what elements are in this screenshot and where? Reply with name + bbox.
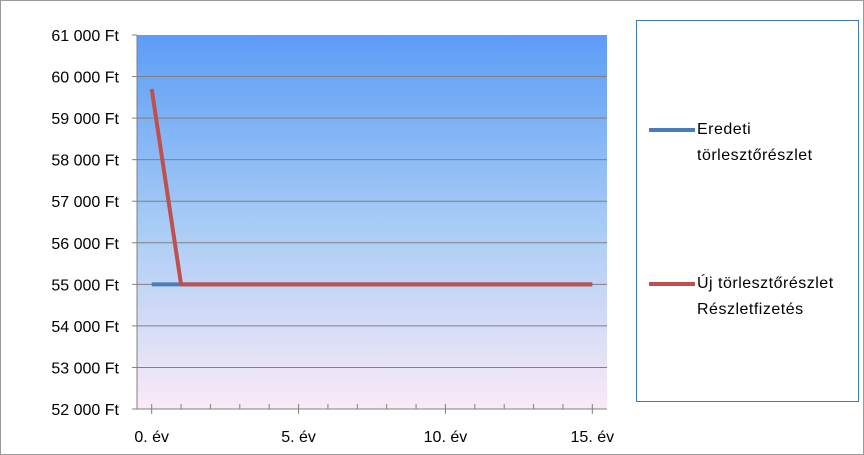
y-tick-label: 53 000 Ft xyxy=(51,360,119,377)
axes xyxy=(132,34,607,414)
y-tick-label: 59 000 Ft xyxy=(51,111,119,128)
y-tick-label: 58 000 Ft xyxy=(51,153,119,170)
x-tick-label: 5. év xyxy=(281,429,316,446)
y-tick-label: 60 000 Ft xyxy=(51,70,119,87)
x-tick-label: 15. év xyxy=(571,429,615,446)
legend-entry-eredeti: Eredeti törlesztőrészlet xyxy=(649,117,857,169)
y-tick-label: 61 000 Ft xyxy=(51,28,119,45)
y-tick-label: 55 000 Ft xyxy=(51,277,119,294)
legend-label-eredeti: Eredeti törlesztőrészlet xyxy=(697,121,813,164)
y-tick-label: 54 000 Ft xyxy=(51,319,119,336)
y-tick-label: 52 000 Ft xyxy=(51,402,119,419)
y-tick-label: 56 000 Ft xyxy=(51,236,119,253)
legend-entry-uj: Új törlesztőrészlet Részletfizetés xyxy=(649,271,857,323)
plot-area xyxy=(137,35,607,409)
y-axis-tick-labels: 52 000 Ft 53 000 Ft 54 000 Ft 55 000 Ft 56 0… xyxy=(51,28,119,419)
y-tick-label: 57 000 Ft xyxy=(51,194,119,211)
legend: Eredeti törlesztőrészlet Új törlesztőrés… xyxy=(636,20,859,402)
x-axis-tick-labels: 0. év 5. év 10. év 15. év xyxy=(134,429,614,446)
legend-swatch-uj xyxy=(649,282,695,286)
x-tick-label: 0. év xyxy=(134,429,169,446)
legend-swatch-eredeti xyxy=(649,128,695,132)
legend-label-uj: Új törlesztőrészlet Részletfizetés xyxy=(697,275,834,318)
x-tick-label: 10. év xyxy=(424,429,468,446)
series-lines xyxy=(149,88,593,287)
series-line-2 xyxy=(149,88,593,287)
